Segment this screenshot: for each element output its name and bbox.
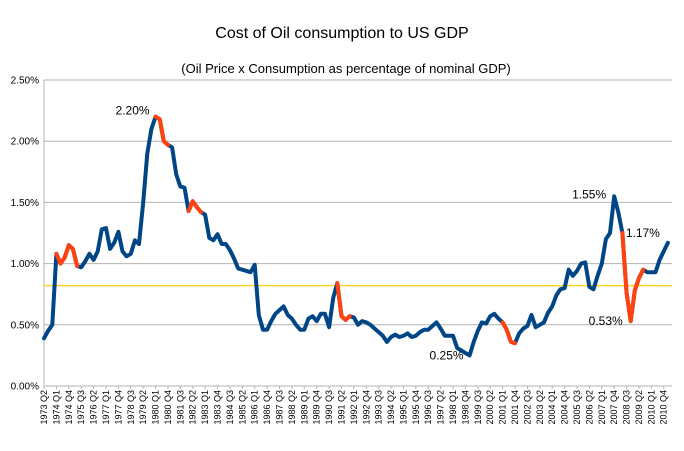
x-tick-label: 1985 Q2 <box>237 390 247 425</box>
x-tick-label: 1983 Q4 <box>213 390 223 425</box>
data-annotations: 2.20% 0.25% 1.55% 0.53% 1.17% <box>116 104 661 363</box>
x-tick-label: 1977 Q4 <box>113 390 123 425</box>
highlight-segment <box>620 231 646 324</box>
x-tick-label: 1974 Q1 <box>51 390 61 425</box>
x-tick-label: 1998 Q1 <box>448 390 458 425</box>
x-tick-label: 1988 Q2 <box>287 390 297 425</box>
x-tick-label: 1998 Q4 <box>460 390 470 425</box>
x-tick-label: 1974 Q4 <box>64 390 74 425</box>
highlight-segment <box>54 243 80 268</box>
y-tick-label: 2.00% <box>11 137 39 148</box>
series-lines <box>42 114 670 358</box>
x-tick-label: 2007 Q4 <box>609 390 619 425</box>
y-tick-label: 2.50% <box>11 76 39 87</box>
x-tick-label: 1982 Q2 <box>188 390 198 425</box>
x-tick-label: 2010 Q4 <box>659 390 669 425</box>
x-tick-label: 2001 Q1 <box>498 390 508 425</box>
x-tick-label: 1987 Q3 <box>275 390 285 425</box>
data-label: 1.55% <box>572 187 606 201</box>
y-tick-label: 0.00% <box>11 382 39 393</box>
y-axis-ticks: 0.00% 0.50% 1.00% 1.50% 2.00% 2.50% <box>11 76 39 393</box>
x-tick-label: 1984 Q3 <box>225 390 235 425</box>
x-tick-label: 2007 Q1 <box>597 390 607 425</box>
x-tick-label: 1992 Q1 <box>349 390 359 425</box>
data-label: 0.25% <box>430 348 464 362</box>
highlight-segment <box>335 281 352 322</box>
data-label: 2.20% <box>116 104 150 118</box>
x-tick-label: 1973 Q2 <box>39 390 49 425</box>
x-tick-label: 1999 Q3 <box>473 390 483 425</box>
highlight-segment <box>186 199 203 215</box>
highlight-segment <box>153 114 170 147</box>
y-tick-label: 0.50% <box>11 320 39 331</box>
x-tick-label: 2000 Q2 <box>485 390 495 425</box>
x-tick-label: 2005 Q3 <box>572 390 582 425</box>
x-tick-label: 1976 Q2 <box>89 390 99 425</box>
x-tick-label: 1989 Q4 <box>312 390 322 425</box>
x-tick-label: 1983 Q1 <box>200 390 210 425</box>
x-tick-label: 1986 Q4 <box>262 390 272 425</box>
x-tick-label: 1996 Q3 <box>423 390 433 425</box>
x-tick-label: 1992 Q4 <box>361 390 371 425</box>
x-tick-label: 2010 Q1 <box>646 390 656 425</box>
data-label: 1.17% <box>626 226 660 240</box>
x-tick-label: 2004 Q4 <box>560 390 570 425</box>
x-tick-label: 1977 Q1 <box>101 390 111 425</box>
x-tick-label: 2003 Q2 <box>535 390 545 425</box>
chart-title: Cost of Oil consumption to US GDP <box>215 25 468 42</box>
x-tick-label: 1980 Q1 <box>151 390 161 425</box>
x-tick-label: 2001 Q4 <box>510 390 520 425</box>
y-tick-label: 1.00% <box>11 259 39 270</box>
x-tick-label: 2002 Q3 <box>522 390 532 425</box>
x-tick-label: 1994 Q2 <box>386 390 396 425</box>
x-tick-label: 1995 Q4 <box>411 390 421 425</box>
x-axis-ticks: 1973 Q2 1974 Q1 1974 Q4 1975 Q3 1976 Q2 1977 … <box>39 386 669 425</box>
data-label: 0.53% <box>589 314 623 328</box>
x-tick-label: 1991 Q2 <box>336 390 346 425</box>
series-line <box>42 114 670 358</box>
x-tick-label: 1978 Q3 <box>126 390 136 425</box>
x-tick-label: 2009 Q2 <box>634 390 644 425</box>
x-tick-label: 1980 Q4 <box>163 390 173 425</box>
x-tick-label: 1990 Q3 <box>324 390 334 425</box>
highlight-segment <box>500 320 517 346</box>
x-tick-label: 1975 Q3 <box>76 390 86 425</box>
y-tick-label: 1.50% <box>11 198 39 209</box>
x-tick-label: 1981 Q3 <box>175 390 185 425</box>
chart-subtitle: (Oil Price x Consumption as percentage o… <box>181 61 510 76</box>
x-tick-label: 2008 Q3 <box>622 390 632 425</box>
x-tick-label: 1993 Q3 <box>374 390 384 425</box>
x-tick-label: 1989 Q1 <box>299 390 309 425</box>
x-tick-label: 1979 Q2 <box>138 390 148 425</box>
x-tick-label: 1997 Q2 <box>436 390 446 425</box>
x-tick-label: 2004 Q1 <box>547 390 557 425</box>
x-tick-label: 1986 Q1 <box>250 390 260 425</box>
x-tick-label: 1995 Q1 <box>398 390 408 425</box>
x-tick-label: 2006 Q2 <box>584 390 594 425</box>
